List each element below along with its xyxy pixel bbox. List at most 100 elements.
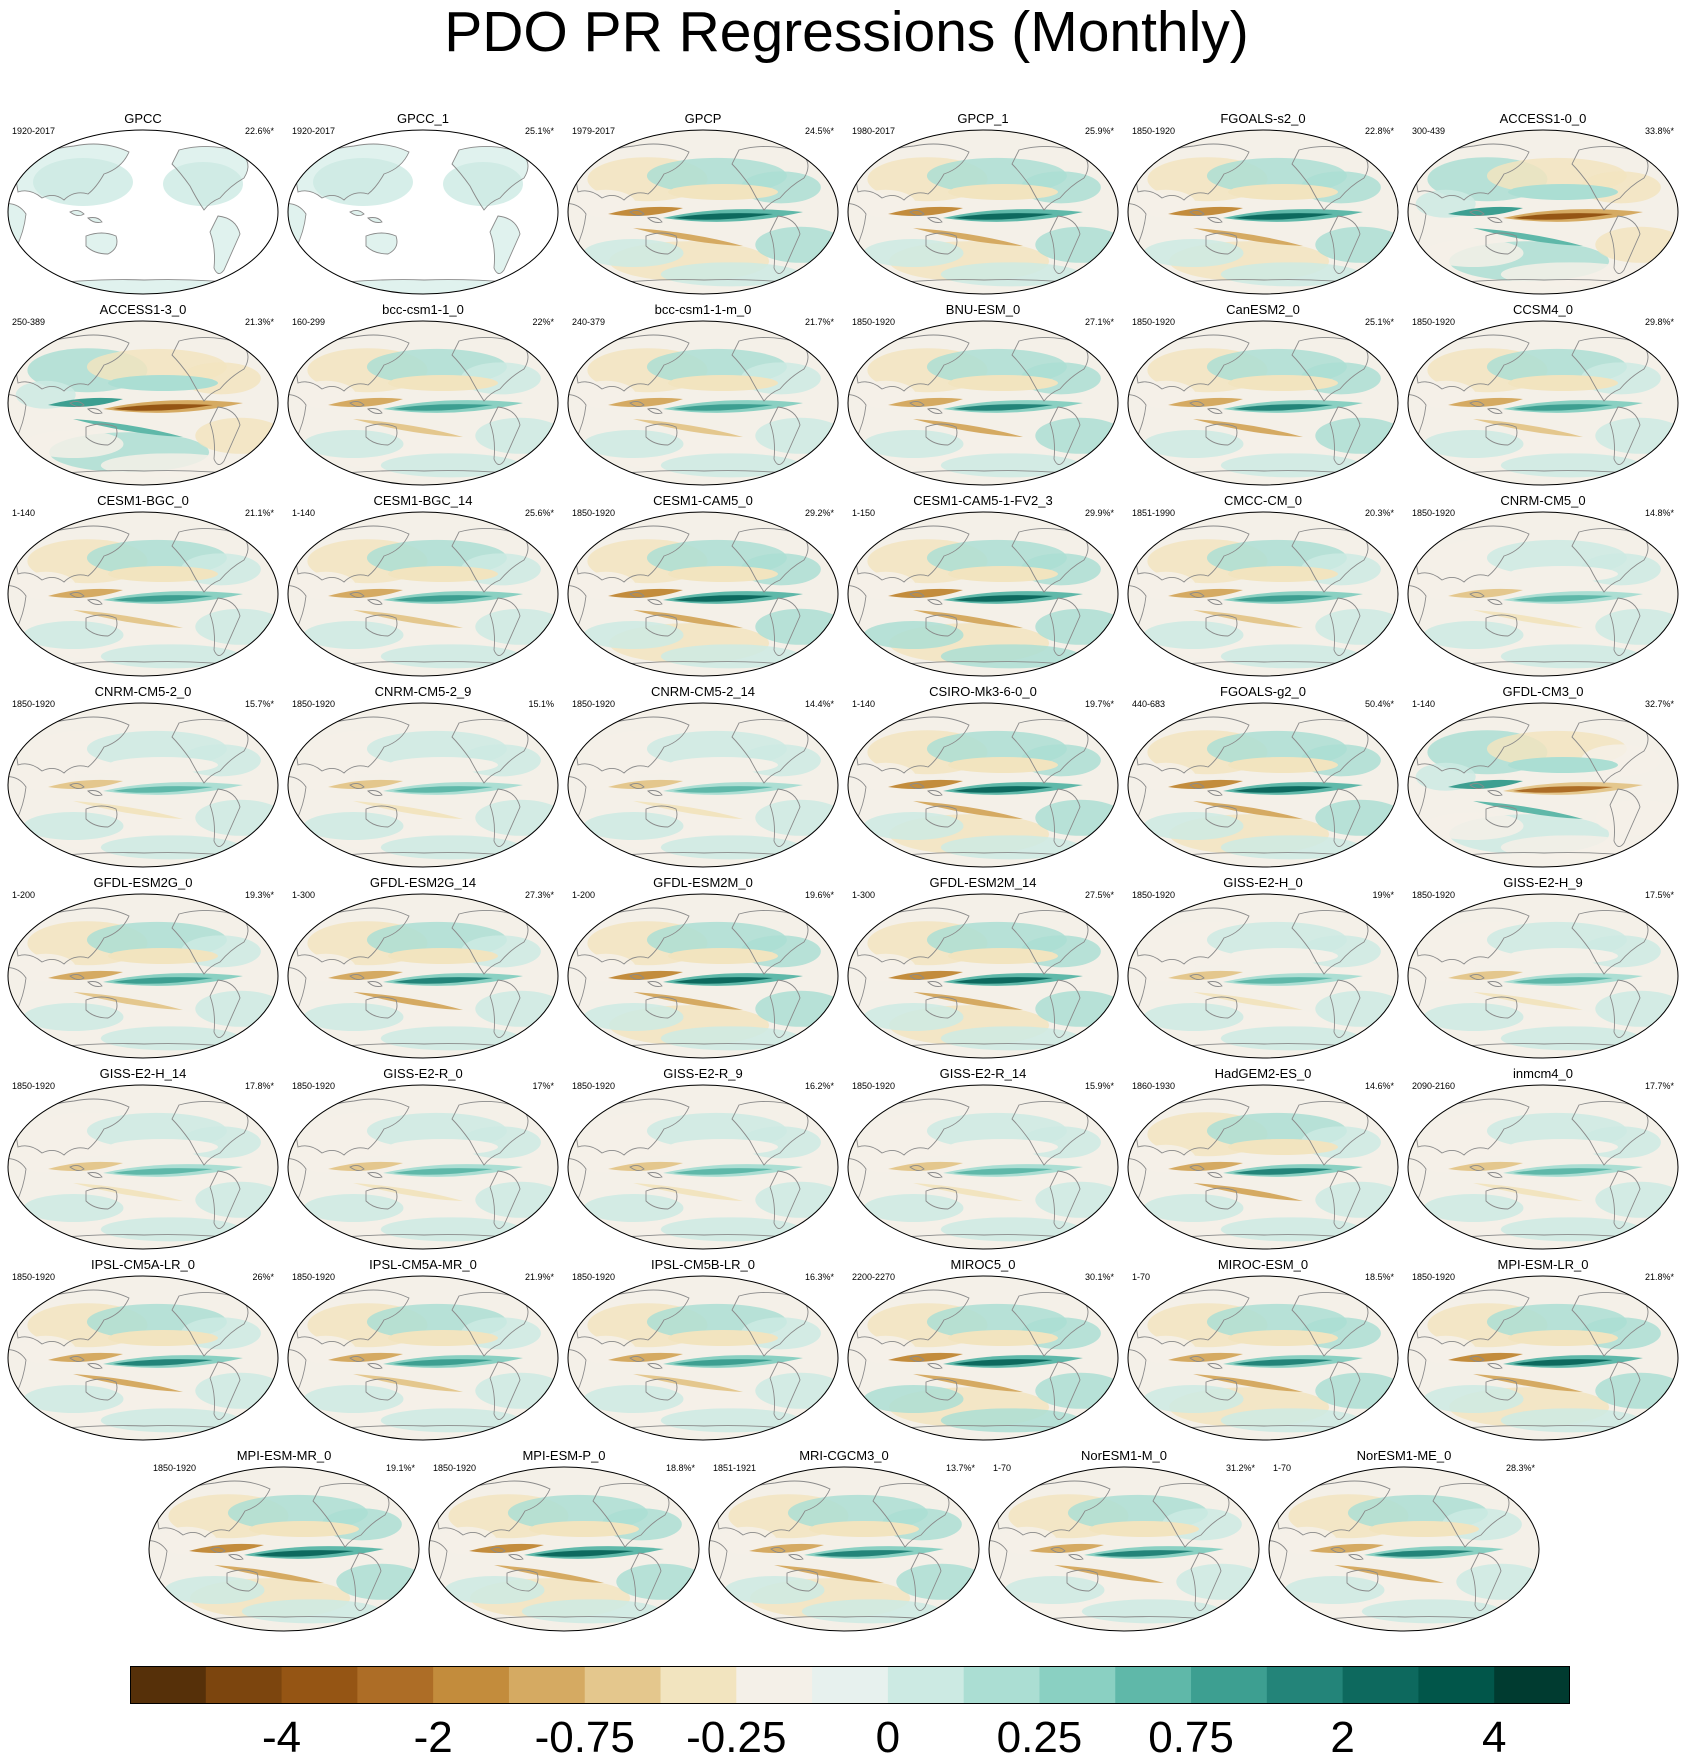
panel-title: CESM1-CAM5-1-FV2_3 bbox=[913, 493, 1053, 508]
panel-title: GISS-E2-R_14 bbox=[939, 1066, 1027, 1081]
map bbox=[7, 511, 279, 677]
map-panel: FGOALS-g2_0 440-683 50.4%* bbox=[1124, 685, 1402, 875]
panel-year-range: 1851-1921 bbox=[713, 1463, 757, 1473]
panel-title: MPI-ESM-P_0 bbox=[522, 1448, 606, 1463]
panel-variance-percent: 22%* bbox=[532, 317, 554, 327]
map-panel: bcc-csm1-1_0 160-299 22%* bbox=[284, 303, 562, 493]
panel-title: CNRM-CM5-2_9 bbox=[374, 684, 472, 699]
panel-variance-percent: 33.8%* bbox=[1644, 126, 1674, 136]
panel-title: GISS-E2-R_9 bbox=[663, 1066, 743, 1081]
map-panel: GISS-E2-H_14 1850-1920 17.8%* bbox=[4, 1067, 282, 1257]
map-panel: MPI-ESM-MR_0 1850-1920 19.1%* bbox=[145, 1449, 423, 1639]
panel-title: IPSL-CM5A-LR_0 bbox=[90, 1257, 196, 1272]
map bbox=[1127, 702, 1399, 868]
panel-variance-percent: 19.7%* bbox=[1084, 699, 1114, 709]
panel-year-range: 1-140 bbox=[852, 699, 876, 709]
map bbox=[7, 1275, 279, 1441]
map bbox=[1407, 320, 1679, 486]
panel-year-range: 2090-2160 bbox=[1412, 1081, 1456, 1091]
map bbox=[567, 129, 839, 295]
colorbar-tick-label: -0.25 bbox=[686, 1713, 786, 1762]
colorbar-tick-label: 2 bbox=[1330, 1713, 1354, 1762]
panel-title: CMCC-CM_0 bbox=[1224, 493, 1302, 508]
map-panel: NorESM1-ME_0 1-70 28.3%* bbox=[1265, 1449, 1543, 1639]
map-panel: GISS-E2-R_14 1850-1920 15.9%* bbox=[844, 1067, 1122, 1257]
colorbar-swatch bbox=[584, 1666, 662, 1704]
panel-year-range: 1920-2017 bbox=[12, 126, 56, 136]
panel-variance-percent: 21.9%* bbox=[524, 1272, 554, 1282]
page-title: PDO PR Regressions (Monthly) bbox=[444, 0, 1249, 64]
panel-variance-percent: 14.4%* bbox=[804, 699, 834, 709]
map bbox=[847, 1275, 1119, 1441]
map bbox=[7, 893, 279, 1059]
panel-title: CESM1-BGC_0 bbox=[97, 493, 189, 508]
map bbox=[428, 1466, 700, 1632]
colorbar-swatch bbox=[963, 1666, 1040, 1704]
panel-title: MIROC5_0 bbox=[950, 1257, 1016, 1272]
panel-variance-percent: 15.1% bbox=[528, 699, 554, 709]
panel-year-range: 1850-1920 bbox=[1412, 317, 1456, 327]
map-panel: CNRM-CM5-2_9 1850-1920 15.1% bbox=[284, 685, 562, 875]
map-panel: CNRM-CM5_0 1850-1920 14.8%* bbox=[1404, 494, 1682, 684]
map-panel: ACCESS1-0_0 300-439 33.8%* bbox=[1404, 112, 1682, 302]
map bbox=[847, 511, 1119, 677]
panel-variance-percent: 24.5%* bbox=[804, 126, 834, 136]
map-panel: GPCP 1979-2017 24.5%* bbox=[564, 112, 842, 302]
map-panel: CESM1-CAM5-1-FV2_3 1-150 29.9%* bbox=[844, 494, 1122, 684]
panel-year-range: 1850-1920 bbox=[12, 699, 56, 709]
panel-title: CNRM-CM5-2_0 bbox=[94, 684, 192, 699]
map bbox=[7, 702, 279, 868]
map bbox=[1268, 1466, 1540, 1632]
panel-year-range: 1851-1990 bbox=[1132, 508, 1176, 518]
panel-title: BNU-ESM_0 bbox=[945, 302, 1021, 317]
map bbox=[567, 1084, 839, 1250]
panel-year-range: 1980-2017 bbox=[852, 126, 896, 136]
map bbox=[567, 511, 839, 677]
panel-year-range: 1979-2017 bbox=[572, 126, 616, 136]
map-panel: NorESM1-M_0 1-70 31.2%* bbox=[985, 1449, 1263, 1639]
map bbox=[1127, 1084, 1399, 1250]
map-panel: MIROC5_0 2200-2270 30.1%* bbox=[844, 1258, 1122, 1448]
panel-title: FGOALS-s2_0 bbox=[1220, 111, 1306, 126]
map-panel: BNU-ESM_0 1850-1920 27.1%* bbox=[844, 303, 1122, 493]
map bbox=[567, 702, 839, 868]
panel-year-range: 1850-1920 bbox=[852, 1081, 896, 1091]
map-panel: GISS-E2-H_9 1850-1920 17.5%* bbox=[1404, 876, 1682, 1066]
map bbox=[567, 320, 839, 486]
map bbox=[287, 129, 559, 295]
panel-year-range: 1850-1920 bbox=[572, 508, 616, 518]
panel-year-range: 160-299 bbox=[292, 317, 326, 327]
map-panel: GFDL-ESM2M_0 1-200 19.6%* bbox=[564, 876, 842, 1066]
panel-year-range: 1850-1920 bbox=[572, 699, 616, 709]
panel-title: NorESM1-M_0 bbox=[1081, 1448, 1167, 1463]
panel-title: GFDL-ESM2G_0 bbox=[93, 875, 193, 890]
panel-title: GPCP bbox=[684, 111, 722, 126]
map bbox=[567, 893, 839, 1059]
panel-title: GISS-E2-H_9 bbox=[1503, 875, 1583, 890]
colorbar-swatch bbox=[1115, 1666, 1192, 1704]
panel-title: bcc-csm1-1-m_0 bbox=[654, 302, 752, 317]
map-panel: CanESM2_0 1850-1920 25.1%* bbox=[1124, 303, 1402, 493]
map-panel: GPCC_1 1920-2017 25.1%* bbox=[284, 112, 562, 302]
panel-year-range: 1850-1920 bbox=[1412, 1272, 1456, 1282]
colorbar-tick-label: 0.75 bbox=[1148, 1713, 1234, 1762]
colorbar-swatch bbox=[1418, 1666, 1495, 1704]
map bbox=[1127, 1275, 1399, 1441]
map-panel: GPCP_1 1980-2017 25.9%* bbox=[844, 112, 1122, 302]
panel-year-range: 1850-1920 bbox=[292, 1081, 336, 1091]
map bbox=[1407, 702, 1679, 868]
map-panel: FGOALS-s2_0 1850-1920 22.8%* bbox=[1124, 112, 1402, 302]
panel-year-range: 1-200 bbox=[572, 890, 596, 900]
map-panel: MIROC-ESM_0 1-70 18.5%* bbox=[1124, 1258, 1402, 1448]
map-panel: IPSL-CM5A-LR_0 1850-1920 26%* bbox=[4, 1258, 282, 1448]
panel-title: inmcm4_0 bbox=[1513, 1066, 1573, 1081]
panel-variance-percent: 17.5%* bbox=[1644, 890, 1674, 900]
panel-variance-percent: 21.8%* bbox=[1644, 1272, 1674, 1282]
colorbar-swatch bbox=[1494, 1666, 1570, 1704]
panel-title: CNRM-CM5_0 bbox=[1500, 493, 1586, 508]
map-panel: GPCC 1920-2017 22.6%* bbox=[4, 112, 282, 302]
panel-variance-percent: 29.8%* bbox=[1644, 317, 1674, 327]
map-panel: ACCESS1-3_0 250-389 21.3%* bbox=[4, 303, 282, 493]
colorbar: -4 -2 -0.75 -0.25 0 0.25 0.75 2 4 bbox=[130, 1666, 1570, 1762]
map bbox=[1407, 1275, 1679, 1441]
